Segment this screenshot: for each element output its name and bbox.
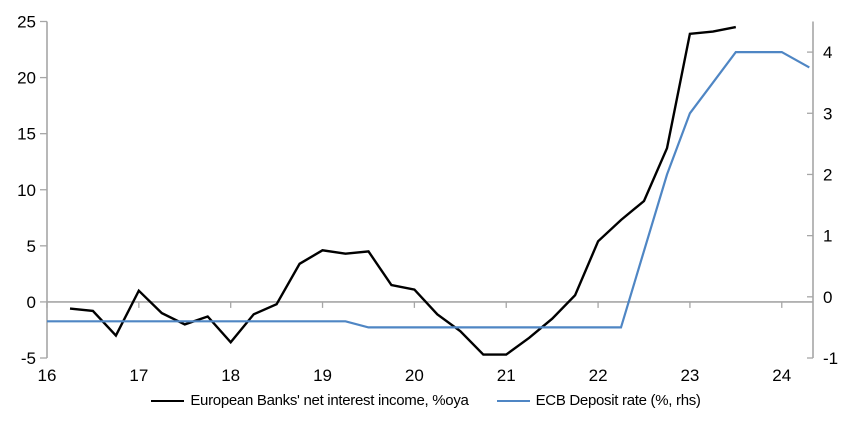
x-axis-tick-label: 16 [38,366,57,385]
x-axis-tick-label: 20 [405,366,424,385]
x-axis-tick-label: 19 [313,366,332,385]
left-axis-tick-label: 5 [27,237,36,256]
legend-label-ecb: ECB Deposit rate (%, rhs) [535,392,701,409]
left-axis-tick-label: -5 [21,349,36,368]
legend-item-ecb: ECB Deposit rate (%, rhs) [496,392,701,409]
legend-item-nii: European Banks' net interest income, %oy… [151,392,469,409]
left-axis-tick-label: 10 [17,181,36,200]
series-line-nii [69,25,737,356]
x-axis-tick-label: 18 [221,366,240,385]
right-axis-tick-label: 2 [823,165,832,184]
x-axis-tick-label: 22 [589,366,608,385]
x-axis-tick-label: 24 [772,366,791,385]
right-axis-tick-label: 4 [823,43,832,62]
x-axis-tick-label: 17 [129,366,148,385]
chart-legend: European Banks' net interest income, %oy… [0,392,852,409]
legend-line-swatch-nii [151,399,185,402]
x-axis-tick-label: 23 [680,366,699,385]
series-line-ecb [47,50,810,329]
left-axis-tick-label: 0 [27,293,36,312]
left-axis-tick-label: 25 [17,13,36,32]
right-axis-tick-label: 1 [823,227,832,246]
legend-line-swatch-ecb [496,399,530,402]
x-axis-tick-label: 21 [497,366,516,385]
left-axis-tick-label: 20 [17,69,36,88]
right-axis-tick-label: -1 [823,349,838,368]
right-axis-tick-label: 0 [823,288,832,307]
right-axis-tick-label: 3 [823,104,832,123]
legend-label-nii: European Banks' net interest income, %oy… [190,392,469,409]
left-axis-tick-label: 15 [17,125,36,144]
